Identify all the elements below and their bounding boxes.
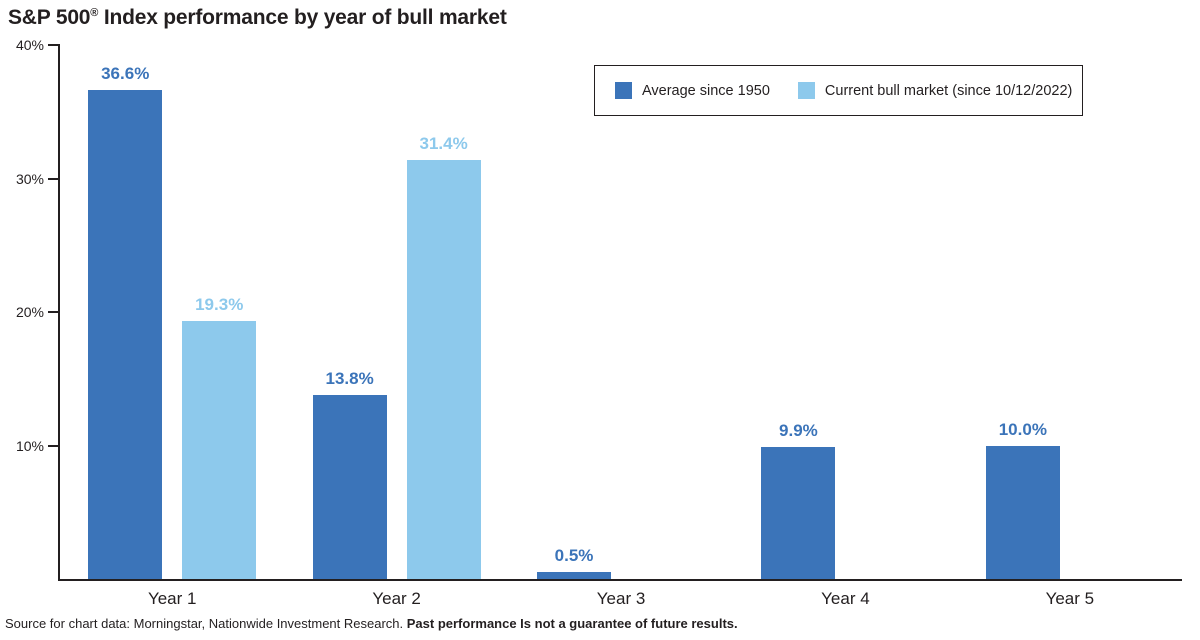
bar-value-label: 10.0% [998,419,1047,439]
x-axis-label: Year 3 [596,589,646,608]
x-axis-label: Year 4 [821,589,870,608]
bar-group-year-3: 0.5% Year 3 [509,45,733,608]
y-axis-tick [48,311,60,313]
registered-trademark-symbol: ® [90,7,99,19]
bar: 19.3% [182,295,257,579]
plot-area: 36.6% 19.3% Year 1 13.8% 31.4% Year 2 0.5% Year… [16,37,1182,608]
source-note-bold: Past performance Is not a guarantee of f… [406,616,738,631]
bar: 13.8% [312,369,387,579]
bar-value-label: 13.8% [325,368,374,388]
bar: 10.0% [985,420,1060,579]
bar-fill [182,321,257,579]
legend-label-average: Average since 1950 [642,82,770,99]
bar: 36.6% [88,64,163,579]
bar-group-year-2: 13.8% 31.4% Year 2 [284,45,508,608]
bar-value-label: 31.4% [419,133,468,153]
legend-item-average: Average since 1950 [615,82,770,99]
bar-value-label: 36.6% [101,64,150,84]
legend-item-current: Current bull market (since 10/12/2022) [797,82,1073,99]
y-axis-tick-label: 10% [15,437,44,454]
bar-fill [537,572,612,579]
chart-title-rest: Index performance by year of bull market [98,6,507,29]
source-note: Source for chart data: Morningstar, Nati… [5,616,738,631]
legend-swatch-light-blue [797,82,815,99]
bar: 31.4% [406,134,481,579]
chart-legend: Average since 1950 Current bull market (… [594,65,1083,116]
y-axis-tick [48,177,60,180]
bar-value-label: 0.5% [554,546,594,566]
bar-groups: 36.6% 19.3% Year 1 13.8% 31.4% Year 2 0.5% Year… [60,45,1182,608]
x-axis-label: Year 5 [1045,589,1095,608]
bar-fill [312,394,387,579]
bar-fill [88,90,163,579]
x-axis-label: Year 2 [372,589,421,608]
legend-swatch-dark-blue [615,82,632,99]
bar: 0.5% [537,546,612,579]
bar-group-year-4: 9.9% Year 4 [733,45,957,608]
y-axis-tick-label: 20% [15,304,44,320]
bar-value-label: 9.9% [779,420,818,440]
bar-fill [761,446,836,579]
chart-title-prefix: S&P 500 [8,6,91,29]
y-axis-tick [48,444,60,447]
y-axis-tick-label: 40% [15,37,44,53]
source-note-regular: Source for chart data: Morningstar, Nati… [5,616,407,631]
x-axis-label: Year 1 [147,589,197,608]
bar-value-label: 19.3% [195,295,244,315]
bar-group-year-5: 10.0% Year 5 [958,45,1182,608]
bar-group-year-1: 36.6% 19.3% Year 1 [60,45,284,608]
chart-title: S&P 500® Index performance by year of bu… [8,6,507,30]
y-axis-tick-label: 30% [15,170,44,187]
bar: 9.9% [761,421,836,579]
legend-label-current: Current bull market (since 10/12/2022) [824,82,1073,99]
bar-fill [985,445,1060,579]
y-axis-tick [48,44,60,46]
bar-fill [406,159,481,579]
